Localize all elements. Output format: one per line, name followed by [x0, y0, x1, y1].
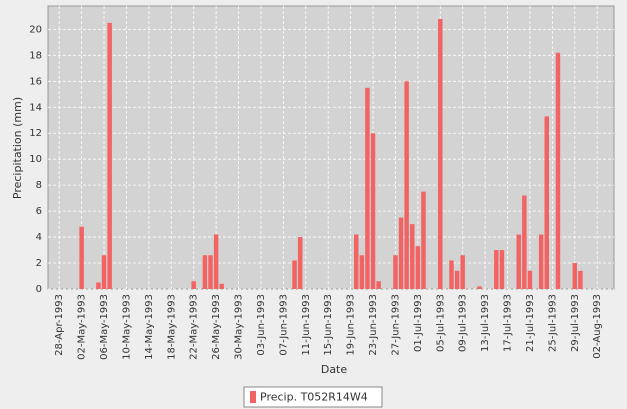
y-tick-label: 0 [36, 284, 42, 295]
bar [393, 255, 398, 289]
bar [410, 224, 415, 289]
bar [499, 250, 505, 289]
y-tick-label: 12 [29, 128, 42, 139]
legend-swatch [250, 391, 256, 403]
bar [202, 255, 208, 289]
bar [370, 133, 376, 289]
bar [522, 195, 527, 289]
x-tick-label: 13-Jul-1993 [480, 294, 491, 352]
bar [421, 191, 426, 289]
x-tick-label: 30-May-1993 [234, 294, 245, 360]
bar [79, 226, 84, 289]
bar [555, 52, 561, 289]
y-tick-label: 18 [29, 50, 42, 61]
bar [477, 286, 482, 289]
bar [353, 234, 359, 289]
x-tick-label: 07-Jun-1993 [278, 294, 289, 356]
x-tick-label: 27-Jun-1993 [390, 294, 401, 356]
x-tick-label: 06-May-1993 [99, 294, 110, 360]
bar [438, 18, 443, 289]
x-tick-label: 09-Jul-1993 [458, 294, 469, 352]
bar [449, 260, 454, 289]
bar [96, 282, 101, 289]
bar [578, 270, 583, 289]
bar [107, 22, 112, 289]
y-tick-label: 20 [29, 24, 42, 35]
x-tick-label: 14-May-1993 [144, 294, 155, 360]
legend-label: Precip. T052R14W4 [260, 391, 368, 404]
bar [376, 281, 381, 289]
plot-area [47, 5, 615, 290]
bar [365, 87, 370, 290]
x-tick-label: 15-Jun-1993 [323, 294, 334, 356]
y-tick-label: 4 [36, 232, 42, 243]
bar [494, 250, 499, 289]
x-tick-label: 28-Apr-1993 [54, 294, 65, 356]
y-tick-label: 6 [36, 206, 42, 217]
bar [415, 246, 421, 289]
x-tick-label: 18-May-1993 [166, 294, 177, 360]
bar [101, 255, 107, 289]
x-tick-label: 01-Jul-1993 [413, 294, 424, 352]
bar [460, 255, 465, 289]
y-tick-label: 14 [29, 102, 42, 113]
y-tick-label: 2 [36, 258, 42, 269]
x-tick-label: 03-Jun-1993 [256, 294, 267, 356]
bar [544, 116, 549, 289]
y-tick-label: 16 [29, 76, 42, 87]
x-tick-label: 29-Jul-1993 [570, 294, 581, 352]
bar [208, 255, 213, 289]
x-tick-label: 17-Jul-1993 [503, 294, 514, 352]
bar [398, 217, 404, 289]
bar [292, 260, 297, 289]
y-tick-label: 10 [29, 154, 42, 165]
bar [516, 234, 521, 289]
x-tick-label: 23-Jun-1993 [368, 294, 379, 356]
x-tick-label: 10-May-1993 [121, 294, 132, 360]
bar [454, 270, 460, 289]
x-tick-label: 11-Jun-1993 [301, 294, 312, 356]
bar [359, 255, 365, 289]
bar [527, 270, 533, 289]
y-axis-label: Precipitation (mm) [11, 97, 24, 199]
legend [243, 386, 383, 408]
bar [538, 234, 544, 289]
bar [213, 234, 219, 289]
bar [404, 81, 409, 289]
x-axis-label: Date [321, 363, 348, 376]
x-tick-label: 21-Jul-1993 [525, 294, 536, 352]
bar [572, 263, 578, 289]
x-tick-label: 05-Jul-1993 [435, 294, 446, 352]
bar [219, 283, 224, 289]
x-tick-label: 02-May-1993 [77, 294, 88, 360]
x-tick-label: 26-May-1993 [211, 294, 222, 360]
x-tick-label: 22-May-1993 [189, 294, 200, 360]
x-tick-label: 25-Jul-1993 [547, 294, 558, 352]
bar [297, 237, 303, 289]
bar [191, 281, 196, 289]
x-tick-label: 19-Jun-1993 [346, 294, 357, 356]
y-tick-label: 8 [36, 180, 42, 191]
x-tick-label: 02-Aug-1993 [592, 294, 603, 359]
